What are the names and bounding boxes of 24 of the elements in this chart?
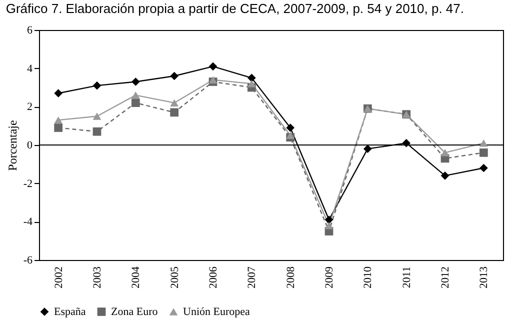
x-tick-label: 2010 (362, 266, 374, 288)
x-tick-label: 2009 (324, 266, 336, 288)
x-tick-label: 2004 (130, 266, 142, 288)
y-axis-title: Porcentaje (5, 120, 20, 171)
chart-title: Gráfico 7. Elaboración propia a partir de CECA, 2007-2009, p. 54 y 2010, p. 47. (6, 1, 464, 16)
y-tick-label: 4 (27, 62, 33, 75)
x-tick-label: 2003 (92, 266, 104, 288)
y-tick-label: 6 (27, 24, 33, 36)
x-tick-label: 2002 (52, 266, 65, 288)
legend-label: España (54, 306, 86, 318)
y-tick-label: 0 (27, 140, 33, 152)
y-tick-label: 2 (27, 101, 32, 114)
x-tick-label: 2006 (208, 266, 220, 288)
legend-label: Zona Euro (111, 306, 158, 318)
x-tick-label: 2013 (478, 266, 490, 288)
x-tick-label: 2005 (168, 266, 181, 288)
x-tick-label: 2012 (440, 266, 452, 288)
x-tick-label: 2007 (246, 266, 258, 288)
y-tick-label: -6 (23, 254, 33, 266)
x-tick-label: 2008 (284, 266, 297, 288)
x-tick-label: 2011 (400, 266, 413, 288)
y-tick-label: -2 (23, 178, 32, 190)
legend-label: Unión Europea (183, 306, 250, 318)
y-tick-label: -4 (23, 216, 33, 228)
